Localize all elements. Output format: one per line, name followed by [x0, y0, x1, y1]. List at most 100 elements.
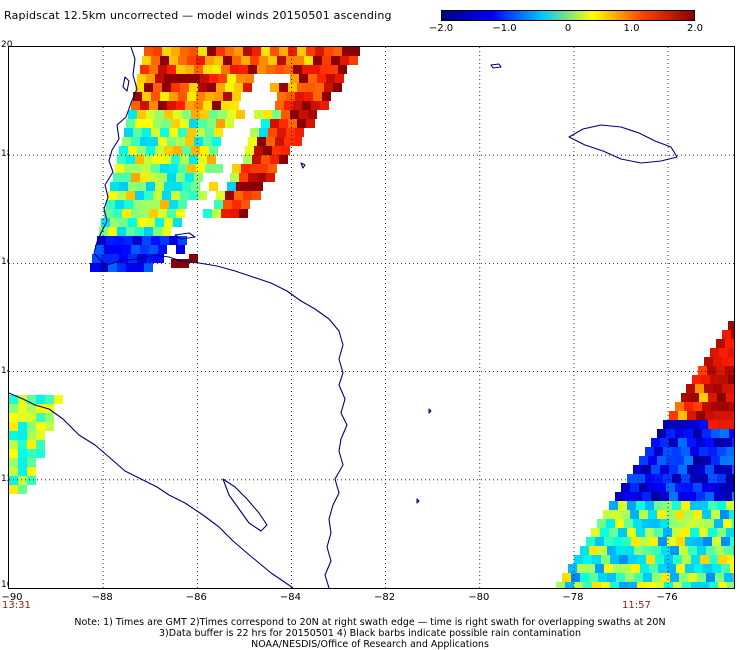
wind-cell	[18, 485, 27, 494]
wind-cell	[633, 492, 642, 501]
wind-cell	[693, 402, 702, 411]
wind-cell	[117, 263, 126, 272]
wind-cell	[135, 227, 144, 236]
wind-cell	[27, 467, 36, 476]
wind-cell	[308, 74, 317, 83]
wind-cell	[266, 65, 275, 74]
wind-cell	[719, 375, 728, 384]
wind-cell	[180, 47, 189, 56]
wind-cell	[657, 483, 666, 492]
wind-cell	[714, 465, 723, 474]
wind-cell	[124, 164, 133, 173]
wind-cell	[308, 110, 317, 119]
latitude-label: 12	[1, 473, 13, 484]
wind-cell	[612, 510, 621, 519]
wind-cell	[113, 173, 122, 182]
wind-cell	[663, 474, 672, 483]
wind-cell	[710, 348, 719, 357]
note-line-1: Note: 1) Times are GMT 2)Times correspon…	[74, 617, 666, 628]
wind-cell	[697, 573, 706, 582]
wind-cell	[160, 200, 169, 209]
wind-cell	[279, 155, 288, 164]
wind-cell	[144, 263, 153, 272]
latitude-label: 10	[1, 580, 13, 590]
wind-cell	[684, 483, 693, 492]
wind-cell	[18, 431, 27, 440]
wind-cell	[681, 447, 690, 456]
wind-cell	[666, 483, 675, 492]
latitude-label: 14	[1, 365, 13, 376]
wind-cell	[257, 137, 266, 146]
wind-cell	[146, 74, 155, 83]
wind-cell	[225, 119, 234, 128]
wind-cell	[266, 173, 275, 182]
latitude-label: 20	[1, 40, 13, 50]
wind-cell	[162, 47, 171, 56]
wind-cell	[694, 537, 703, 546]
wind-cell	[245, 74, 254, 83]
wind-cell	[191, 182, 200, 191]
wind-cell	[711, 456, 720, 465]
wind-cell	[176, 101, 185, 110]
wind-cell	[717, 501, 726, 510]
wind-cell	[270, 83, 279, 92]
wind-cell	[198, 191, 207, 200]
wind-cell	[250, 164, 259, 173]
wind-cell	[176, 65, 185, 74]
wind-cell	[223, 92, 232, 101]
wind-cell	[9, 431, 18, 440]
wind-cell	[708, 420, 717, 429]
wind-cell	[117, 227, 126, 236]
wind-cell	[207, 47, 216, 56]
wind-cell	[729, 429, 734, 438]
wind-cell	[146, 218, 155, 227]
wind-cell	[676, 537, 685, 546]
wind-cell	[684, 510, 693, 519]
wind-cell	[160, 236, 169, 245]
wind-cell	[648, 456, 657, 465]
wind-cell	[153, 227, 162, 236]
wind-cell	[639, 510, 648, 519]
wind-cell	[616, 546, 625, 555]
wind-cell	[672, 528, 681, 537]
wind-cell	[9, 404, 18, 413]
wind-cell	[115, 236, 124, 245]
wind-cell	[666, 510, 675, 519]
wind-cell	[708, 393, 717, 402]
wind-cell	[678, 411, 687, 420]
wind-cell	[672, 501, 681, 510]
wind-cell	[717, 528, 726, 537]
wind-cell	[295, 56, 304, 65]
wind-cell	[18, 395, 27, 404]
wind-cell	[696, 465, 705, 474]
lake-nicaragua	[222, 478, 268, 532]
wind-cell	[167, 65, 176, 74]
wind-cell	[277, 56, 286, 65]
wind-cell	[645, 447, 654, 456]
wind-cell	[243, 155, 252, 164]
wind-cell	[27, 395, 36, 404]
wind-cell	[688, 546, 697, 555]
wind-cell	[619, 582, 628, 588]
wind-cell	[607, 573, 616, 582]
wind-cell	[565, 582, 574, 588]
wind-cell	[140, 209, 149, 218]
wind-cell	[104, 209, 113, 218]
wind-cell	[36, 395, 45, 404]
wind-cell	[167, 209, 176, 218]
wind-cell	[173, 74, 182, 83]
wind-cell	[699, 393, 708, 402]
wind-cell	[607, 546, 616, 555]
wind-cell	[227, 110, 236, 119]
wind-cell	[601, 582, 610, 588]
island-swan	[300, 162, 306, 169]
colorbar	[441, 10, 695, 21]
wind-cell	[106, 200, 115, 209]
wind-cell	[609, 501, 618, 510]
wind-cell	[131, 173, 140, 182]
wind-cell	[153, 47, 162, 56]
wind-cell	[153, 155, 162, 164]
wind-cell	[176, 173, 185, 182]
wind-cell	[603, 510, 612, 519]
wind-cell	[675, 456, 684, 465]
